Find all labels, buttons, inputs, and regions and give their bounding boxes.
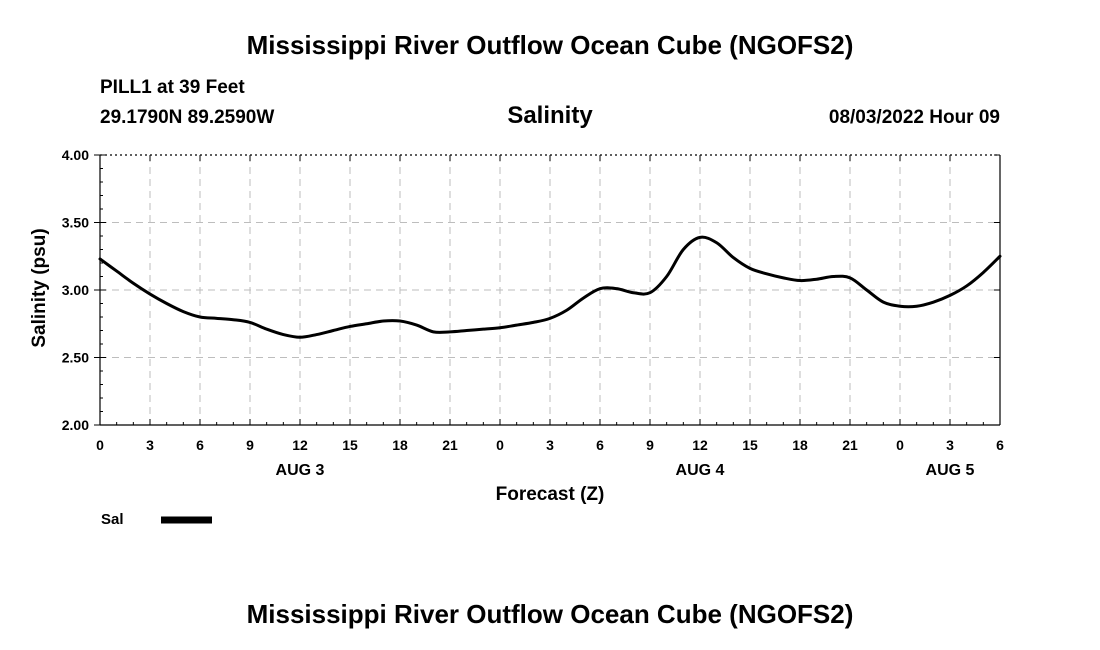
x-tick-label: 0 <box>96 437 104 453</box>
date-label: AUG 5 <box>926 462 975 479</box>
x-tick-label: 9 <box>246 437 254 453</box>
chart-main-title: Mississippi River Outflow Ocean Cube (NG… <box>246 30 854 60</box>
x-tick-label: 6 <box>996 437 1004 453</box>
x-tick-label: 21 <box>442 437 458 453</box>
chart-subtitle: Salinity <box>507 102 593 129</box>
y-tick-label: 2.00 <box>62 417 89 433</box>
x-tick-label: 12 <box>692 437 708 453</box>
station-coordinates: 29.1790N 89.2590W <box>100 107 275 128</box>
x-tick-label: 0 <box>896 437 904 453</box>
x-tick-label: 0 <box>496 437 504 453</box>
x-tick-label: 12 <box>292 437 308 453</box>
x-tick-label: 18 <box>392 437 408 453</box>
y-tick-label: 3.50 <box>62 215 89 231</box>
legend-label-sal: Sal <box>101 511 124 528</box>
y-tick-label: 2.50 <box>62 350 89 366</box>
x-tick-label: 15 <box>742 437 758 453</box>
x-tick-label: 6 <box>196 437 204 453</box>
x-axis-title: Forecast (Z) <box>496 484 605 505</box>
x-tick-label: 3 <box>146 437 154 453</box>
series-line-sal <box>98 235 1002 339</box>
x-tick-label: 21 <box>842 437 858 453</box>
y-axis-title: Salinity (psu) <box>29 228 50 347</box>
x-tick-label: 6 <box>596 437 604 453</box>
chart-footer-title: Mississippi River Outflow Ocean Cube (NG… <box>246 599 854 629</box>
station-label: PILL1 at 39 Feet <box>100 77 245 98</box>
forecast-timestamp: 08/03/2022 Hour 09 <box>828 107 1000 128</box>
y-tick-label: 3.00 <box>62 282 89 298</box>
date-label: AUG 3 <box>276 462 325 479</box>
y-tick-label: 4.00 <box>62 147 89 163</box>
x-tick-label: 9 <box>646 437 654 453</box>
x-tick-label: 3 <box>946 437 954 453</box>
date-label: AUG 4 <box>676 462 725 479</box>
x-tick-label: 3 <box>546 437 554 453</box>
x-tick-label: 18 <box>792 437 808 453</box>
x-tick-label: 15 <box>342 437 358 453</box>
